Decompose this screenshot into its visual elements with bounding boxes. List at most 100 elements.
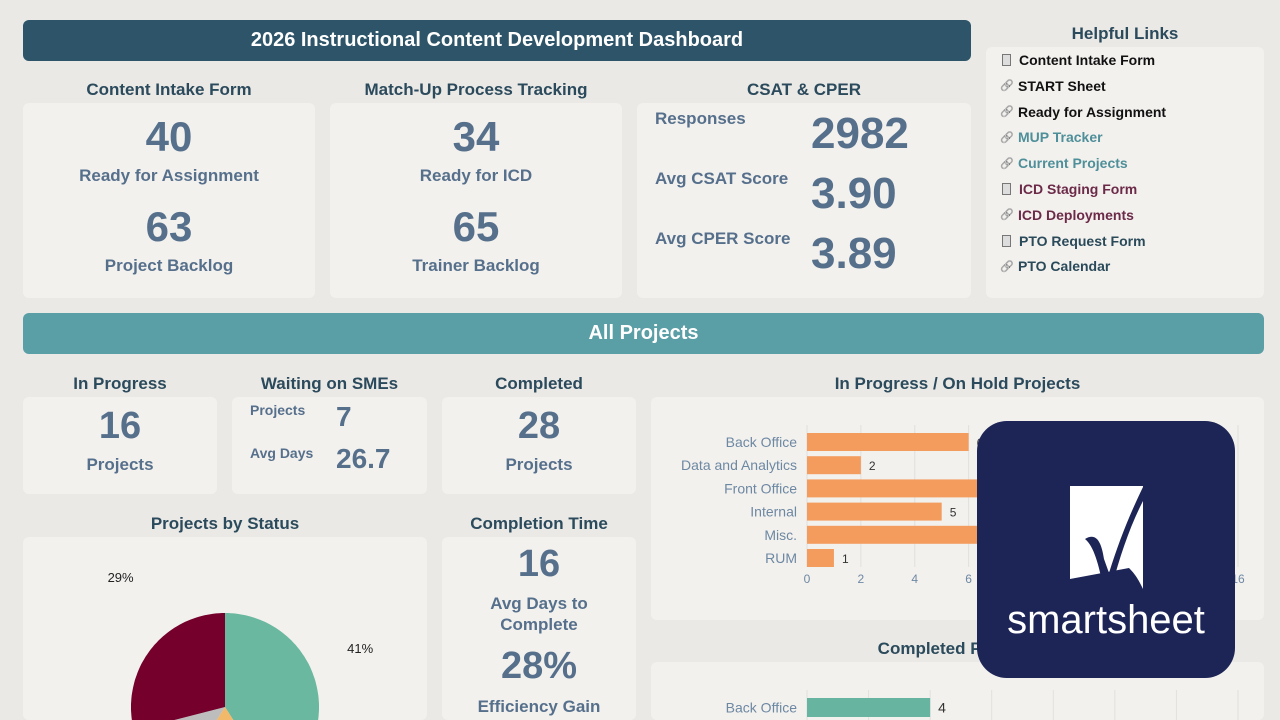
matchup-card: 34 Ready for ICD 65 Trainer Backlog: [330, 103, 622, 298]
ready-label: Ready for Assignment: [79, 166, 259, 185]
pie-slice: [225, 613, 319, 720]
category-label: Internal: [750, 504, 797, 520]
avg-days-label: Avg Days to Complete: [490, 594, 588, 634]
x-tick-label: 0: [804, 572, 811, 586]
data-label: 5: [950, 506, 957, 520]
by-status-title: Projects by Status: [150, 514, 300, 533]
smartsheet-logo: smartsheet: [977, 421, 1235, 678]
csat-label: Avg CSAT Score: [655, 169, 789, 188]
bar: [807, 549, 834, 567]
responses-value: 2982: [811, 109, 909, 158]
trainer-count: 65: [452, 203, 500, 250]
logo-text: smartsheet: [1007, 598, 1205, 642]
x-tick-label: 6: [965, 572, 972, 586]
link-icon: 🔗: [1000, 157, 1014, 170]
smartsheet-check-icon: smartsheet: [1007, 486, 1205, 642]
helpful-link[interactable]: 🔗 PTO Calendar: [1000, 258, 1110, 274]
pie-label: 41%: [347, 641, 373, 656]
helpful-link-label: Ready for Assignment: [1018, 103, 1167, 120]
x-tick-label: 4: [911, 572, 918, 586]
ready-count: 40: [145, 113, 193, 160]
links-title: Helpful Links: [1071, 24, 1179, 43]
helpful-link[interactable]: 🔗 Current Projects: [1000, 155, 1128, 171]
in-progress-chart-title: In Progress / On Hold Projects: [834, 374, 1081, 393]
completed-title: Completed: [495, 374, 583, 393]
in-progress-value: 16: [98, 405, 142, 447]
in-progress-card: 16 Projects: [23, 397, 217, 494]
by-status-card: 41% 29%: [23, 537, 427, 720]
completion-title: Completion Time: [470, 514, 608, 533]
link-icon: 🔗: [1000, 260, 1014, 273]
trainer-label: Trainer Backlog: [412, 256, 540, 275]
bar: [807, 456, 861, 475]
avg-days-value: 16: [517, 543, 561, 585]
bar: [807, 502, 942, 521]
waiting-projects-label: Projects: [250, 402, 306, 418]
waiting-days-value: 26.7: [336, 443, 391, 474]
waiting-days-label: Avg Days: [250, 445, 314, 461]
dashboard-title: 2026 Instructional Content Development D…: [23, 20, 971, 61]
helpful-link-label: PTO Calendar: [1018, 258, 1111, 275]
helpful-link[interactable]: 🔗 MUP Tracker: [1000, 129, 1103, 145]
bar: [807, 698, 931, 717]
data-label: 1: [842, 552, 849, 566]
backlog-count: 63: [145, 203, 193, 250]
intake-card: 40 Ready for Assignment 63 Project Backl…: [23, 103, 315, 298]
pie-slice: [216, 707, 234, 720]
pie-label: 29%: [108, 570, 134, 585]
waiting-projects-value: 7: [336, 401, 352, 432]
helpful-link-label: ICD Deployments: [1018, 206, 1134, 223]
icd-label: Ready for ICD: [419, 166, 533, 185]
icd-count: 34: [452, 113, 500, 160]
category-label: Back Office: [726, 434, 798, 450]
link-icon: 🔗: [1000, 106, 1014, 119]
x-tick-label: 2: [858, 572, 865, 586]
helpful-link[interactable]: 🔗 ICD Deployments: [1000, 207, 1134, 223]
helpful-link[interactable]: Content Intake Form: [1000, 52, 1155, 68]
responses-label: Responses: [655, 109, 746, 128]
link-icon: 🔗: [1000, 131, 1014, 144]
link-icon: 🔗: [1000, 80, 1014, 93]
bar: [807, 433, 969, 451]
bar: [807, 525, 996, 544]
category-label: Back Office: [726, 700, 798, 716]
completed-value: 28: [517, 405, 561, 447]
data-label: 4: [938, 700, 946, 716]
helpful-link[interactable]: ICD Staging Form: [1000, 181, 1137, 197]
form-icon: [1002, 234, 1011, 247]
category-label: RUM: [765, 550, 797, 566]
helpful-link[interactable]: 🔗 Ready for Assignment: [1000, 104, 1166, 120]
helpful-link-label: ICD Staging Form: [1019, 181, 1138, 197]
backlog-label: Project Backlog: [104, 256, 234, 275]
category-label: Data and Analytics: [681, 457, 797, 473]
completion-card: 16 Avg Days to Complete 28% Efficiency G…: [442, 537, 636, 720]
helpful-link-label: PTO Request Form: [1019, 232, 1146, 249]
cper-label: Avg CPER Score: [655, 229, 791, 248]
csat-title: CSAT & CPER: [747, 80, 861, 99]
link-icon: 🔗: [1000, 209, 1014, 222]
form-icon: [1002, 183, 1011, 195]
efficiency-value: 28%: [500, 645, 578, 687]
waiting-card: Projects 7 Avg Days 26.7: [232, 397, 427, 494]
completed-chart: Back Office 4: [726, 690, 1239, 720]
helpful-link[interactable]: PTO Request Form: [1000, 233, 1146, 249]
cper-value: 3.89: [811, 229, 897, 278]
matchup-title: Match-Up Process Tracking: [364, 80, 588, 99]
category-label: Misc.: [764, 527, 797, 543]
helpful-link-label: MUP Tracker: [1018, 129, 1103, 146]
pie-slice: [131, 613, 225, 720]
helpful-link-label: Current Projects: [1018, 155, 1128, 172]
csat-value: 3.90: [811, 169, 897, 218]
data-label: 2: [869, 459, 876, 473]
completed-label: Projects: [505, 455, 573, 474]
waiting-title: Waiting on SMEs: [260, 374, 399, 393]
in-progress-title: In Progress: [73, 374, 167, 393]
all-projects-header: All Projects: [23, 313, 1264, 354]
helpful-link-label: START Sheet: [1018, 77, 1106, 94]
helpful-link[interactable]: 🔗 START Sheet: [1000, 78, 1106, 94]
csat-card: Responses 2982 Avg CSAT Score 3.90 Avg C…: [637, 103, 971, 298]
in-progress-label: Projects: [86, 455, 154, 474]
category-label: Front Office: [724, 480, 797, 496]
status-pie-chart: 41% 29%: [108, 570, 374, 720]
completed-card: 28 Projects: [442, 397, 636, 494]
